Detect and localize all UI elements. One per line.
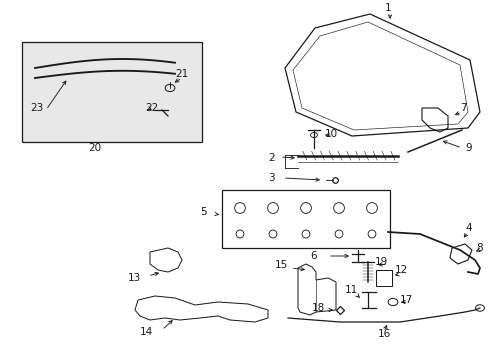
Text: 7: 7 — [459, 103, 466, 113]
Text: 14: 14 — [140, 327, 153, 337]
Text: 17: 17 — [399, 295, 412, 305]
Text: 2: 2 — [267, 153, 274, 163]
Text: 15: 15 — [274, 260, 287, 270]
Text: 16: 16 — [377, 329, 390, 339]
Text: 11: 11 — [345, 285, 358, 295]
Bar — [22, 42, 202, 142]
Text: 6: 6 — [309, 251, 316, 261]
Text: 8: 8 — [475, 243, 482, 253]
Text: 9: 9 — [464, 143, 470, 153]
Text: 13: 13 — [128, 273, 141, 283]
Text: 18: 18 — [311, 303, 325, 313]
Text: 10: 10 — [325, 129, 337, 139]
Text: 22: 22 — [145, 103, 158, 113]
Text: 12: 12 — [394, 265, 407, 275]
Bar — [222, 190, 389, 248]
Text: 21: 21 — [175, 69, 188, 79]
Text: 1: 1 — [384, 3, 390, 13]
Text: 3: 3 — [267, 173, 274, 183]
Text: 5: 5 — [200, 207, 206, 217]
Text: 20: 20 — [88, 143, 101, 153]
Text: 4: 4 — [464, 223, 470, 233]
Text: 23: 23 — [30, 103, 43, 113]
Text: 19: 19 — [374, 257, 387, 267]
